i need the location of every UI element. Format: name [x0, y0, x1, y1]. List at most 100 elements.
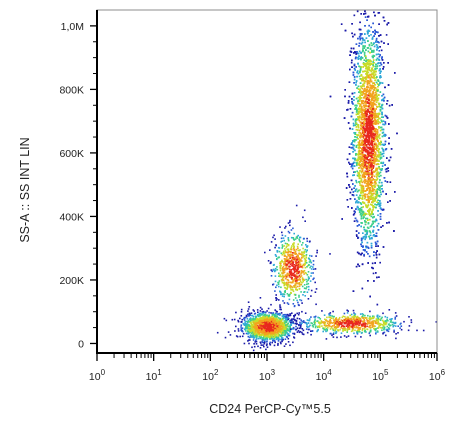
- event-dot: [281, 247, 283, 249]
- event-dot: [277, 246, 280, 249]
- event-dot: [288, 255, 291, 258]
- event-dot: [251, 321, 253, 324]
- event-dot: [262, 321, 265, 324]
- event-dot: [256, 335, 258, 338]
- event-dot: [276, 332, 278, 334]
- event-dot: [297, 266, 299, 268]
- event-dot: [284, 286, 286, 289]
- event-dot: [270, 303, 272, 306]
- event-dot: [283, 320, 286, 322]
- event-dot: [296, 267, 299, 270]
- event-dot: [261, 337, 263, 339]
- event-dot: [304, 272, 307, 274]
- event-dot: [304, 263, 306, 266]
- event-dot: [254, 330, 256, 332]
- event-dot: [253, 336, 256, 339]
- event-dot: [288, 276, 291, 278]
- event-dot: [259, 336, 262, 339]
- event-dot: [274, 318, 277, 320]
- event-dot: [302, 333, 305, 336]
- event-dot: [277, 344, 279, 346]
- event-dot: [273, 337, 276, 340]
- event-dot: [259, 334, 262, 336]
- event-dot: [296, 322, 298, 325]
- event-dot: [300, 324, 302, 326]
- event-dot: [315, 255, 317, 257]
- event-dot: [283, 302, 286, 304]
- event-dot: [273, 324, 276, 327]
- event-dot: [304, 220, 306, 222]
- event-dot: [298, 239, 301, 242]
- event-dot: [310, 275, 312, 277]
- event-dot: [281, 244, 284, 246]
- event-dot: [362, 161, 365, 163]
- event-dot: [252, 336, 255, 339]
- event-dot: [250, 332, 253, 334]
- event-dot: [274, 238, 276, 240]
- event-dot: [366, 96, 368, 99]
- event-dot: [283, 281, 285, 284]
- event-dot: [245, 332, 248, 335]
- event-dot: [287, 281, 290, 284]
- event-dot: [264, 330, 267, 332]
- event-dot: [271, 314, 274, 316]
- event-dot: [307, 298, 310, 300]
- event-dot: [256, 313, 259, 316]
- event-dot: [277, 313, 280, 315]
- event-dot: [295, 236, 298, 239]
- event-dot: [293, 268, 295, 271]
- event-dot: [283, 313, 286, 316]
- event-dot: [235, 311, 237, 314]
- event-dot: [293, 337, 296, 339]
- event-dot: [294, 238, 297, 240]
- event-dot: [294, 266, 297, 268]
- event-dot: [252, 330, 255, 332]
- event-dot: [249, 317, 252, 319]
- event-dot: [358, 189, 361, 191]
- event-dot: [307, 279, 309, 282]
- event-dot: [250, 324, 253, 326]
- event-dot: [301, 333, 304, 335]
- event-dot: [315, 303, 317, 306]
- event-dot: [268, 331, 270, 334]
- event-dot: [295, 269, 298, 271]
- event-dot: [302, 242, 304, 244]
- event-dot: [281, 231, 283, 234]
- event-dot: [283, 293, 285, 295]
- event-dot: [268, 322, 271, 324]
- event-dot: [363, 95, 366, 97]
- event-dot: [271, 338, 273, 340]
- event-dot: [260, 344, 263, 346]
- event-dot: [309, 280, 312, 282]
- event-dot: [281, 336, 283, 339]
- event-dot: [272, 321, 275, 323]
- event-dot: [284, 259, 286, 261]
- event-dot: [312, 260, 315, 262]
- event-dot: [301, 310, 303, 313]
- event-dot: [295, 282, 298, 284]
- event-dot: [254, 315, 257, 318]
- event-dot: [276, 318, 279, 321]
- event-dot: [252, 322, 255, 325]
- event-dot: [282, 276, 285, 278]
- event-dot: [297, 264, 300, 266]
- event-dot: [298, 262, 300, 265]
- event-dot: [297, 249, 300, 252]
- event-dot: [262, 312, 264, 315]
- event-dot: [237, 330, 240, 332]
- event-dot: [277, 325, 279, 328]
- event-dot: [278, 274, 281, 277]
- event-dot: [248, 312, 251, 315]
- event-dot: [290, 273, 292, 276]
- event-dot: [295, 325, 297, 328]
- event-dot: [284, 275, 286, 278]
- event-dot: [249, 339, 251, 341]
- event-dot: [247, 310, 249, 312]
- event-dot: [241, 318, 243, 321]
- event-dot: [304, 295, 306, 297]
- event-dot: [254, 318, 256, 320]
- event-dot: [283, 317, 285, 320]
- event-dot: [237, 328, 240, 330]
- event-dot: [289, 250, 291, 253]
- event-dot: [291, 273, 294, 275]
